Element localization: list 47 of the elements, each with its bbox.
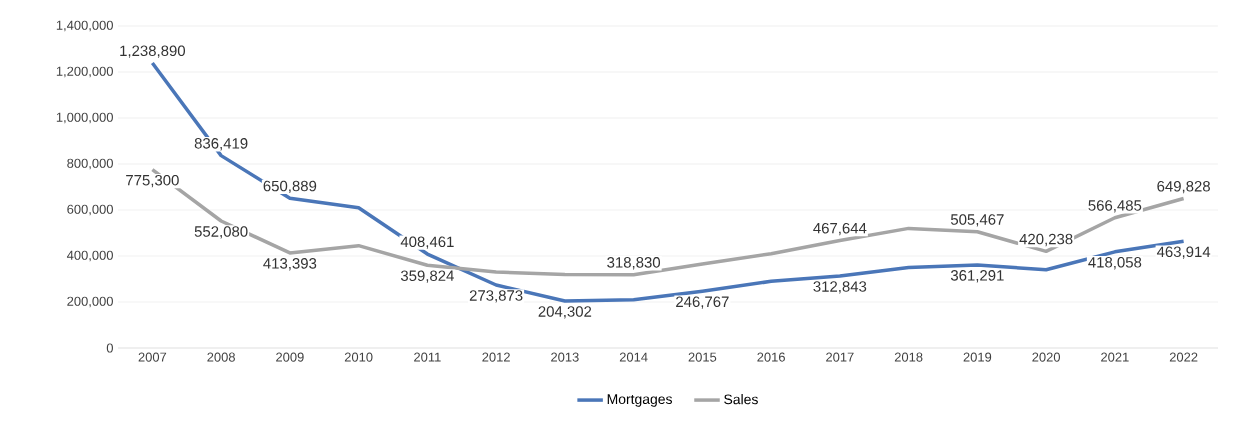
x-tick-label: 2019 — [963, 352, 992, 362]
data-label: 775,300 — [126, 174, 179, 188]
data-label: 418,058 — [1088, 257, 1142, 270]
y-tick-label: 400,000 — [66, 250, 113, 262]
data-label: 312,843 — [813, 281, 867, 294]
y-tick-label: 1,400,000 — [56, 20, 113, 32]
x-tick-label: 2017 — [826, 352, 854, 362]
y-tick-label: 0 — [106, 343, 113, 353]
data-label: 359,824 — [400, 270, 454, 283]
data-label: 273,873 — [469, 290, 523, 303]
x-tick-label: 2015 — [688, 352, 717, 362]
data-label: 1,238,890 — [120, 45, 186, 58]
x-tick-label: 2011 — [414, 352, 441, 362]
data-label: 361,291 — [950, 270, 1004, 283]
legend-label: Mortgages — [607, 394, 672, 407]
data-label: 408,461 — [400, 236, 454, 249]
x-tick-label: 2014 — [619, 352, 648, 362]
x-tick-label: 2009 — [276, 352, 304, 362]
x-tick-label: 2022 — [1169, 352, 1198, 362]
data-label: 420,238 — [1019, 233, 1073, 247]
data-label: 836,419 — [194, 138, 248, 151]
x-tick-label: 2020 — [1032, 352, 1061, 362]
x-tick-label: 2021 — [1101, 352, 1129, 362]
legend-label: Sales — [724, 394, 758, 405]
data-label: 649,828 — [1157, 180, 1210, 194]
data-label: 463,914 — [1156, 246, 1211, 259]
x-tick-label: 2016 — [757, 352, 785, 362]
data-label: 552,080 — [194, 226, 248, 239]
y-tick-label: 600,000 — [67, 204, 113, 216]
x-tick-label: 2010 — [344, 352, 373, 362]
x-tick-label: 2018 — [894, 352, 923, 362]
data-label: 246,767 — [676, 296, 729, 309]
y-tick-label: 800,000 — [67, 158, 113, 170]
x-tick-label: 2012 — [482, 352, 510, 362]
data-label: 204,302 — [538, 306, 592, 319]
data-label: 505,467 — [950, 214, 1004, 227]
data-label: 467,644 — [813, 222, 867, 236]
x-tick-label: 2013 — [551, 352, 579, 362]
y-tick-label: 1,000,000 — [56, 112, 113, 124]
x-tick-label: 2008 — [207, 352, 235, 362]
y-tick-label: 1,200,000 — [56, 66, 113, 78]
data-label: 650,889 — [263, 180, 317, 194]
y-tick-label: 200,000 — [67, 296, 113, 308]
data-label: 566,485 — [1088, 200, 1142, 213]
data-label: 318,830 — [607, 257, 661, 270]
data-label: 413,393 — [263, 258, 317, 271]
x-tick-label: 2007 — [138, 352, 167, 362]
